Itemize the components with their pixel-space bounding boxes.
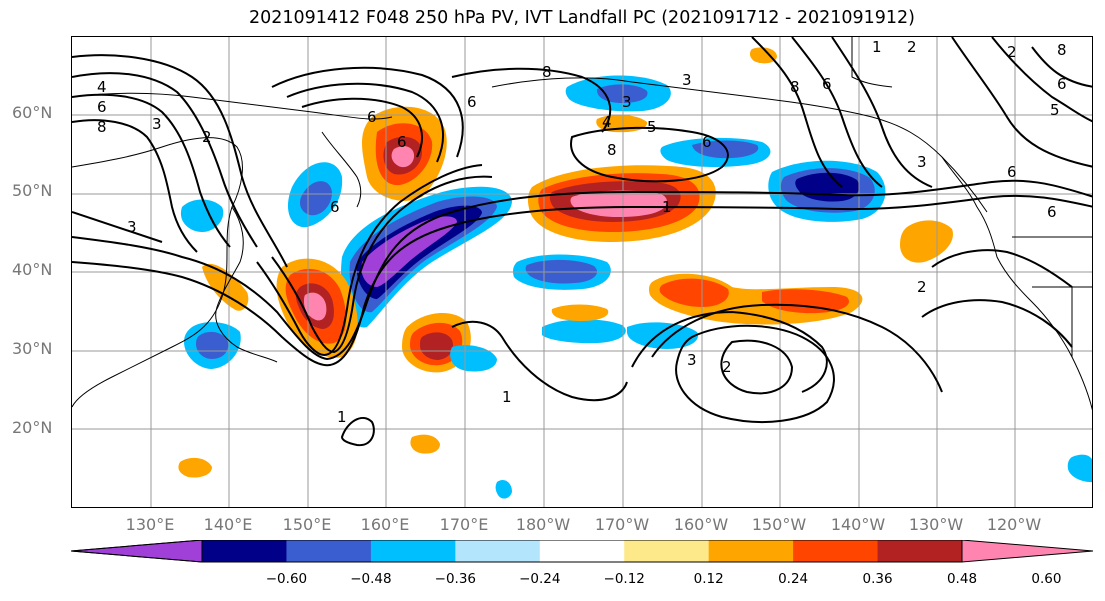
contour-label: 1 [872, 38, 882, 56]
lon-label-130w: 130°W [908, 515, 964, 534]
contour-label: 8 [790, 78, 800, 96]
colorbar-tick-label: −0.48 [350, 571, 392, 587]
colorbar-segment [455, 540, 541, 562]
contour-label: 2 [1007, 43, 1017, 61]
contour-label: 2 [722, 358, 732, 376]
colorbar-outline-left [71, 540, 203, 563]
colorbar-segment [202, 540, 287, 562]
colorbar-tick-label: −0.60 [265, 571, 308, 587]
contour-label: 4 [97, 78, 107, 96]
contour-label: 6 [1007, 163, 1017, 181]
contour-label: 5 [1050, 101, 1060, 119]
lat-label-60n: 60°N [12, 103, 53, 122]
contour-label: 6 [822, 75, 832, 93]
contour-label: 5 [647, 118, 657, 136]
colorbar-segment [793, 540, 879, 562]
colorbar-extend-low [71, 540, 203, 563]
contour-lines [72, 37, 1092, 447]
contour-label: 2 [917, 278, 927, 296]
colorbar-tick-label: 0.48 [946, 571, 978, 587]
contour-label: 3 [687, 351, 697, 369]
contour-label: 1 [337, 408, 347, 426]
lon-label-140w: 140°W [830, 515, 886, 534]
contour-label: 8 [1057, 41, 1067, 59]
contour-label: 3 [682, 71, 692, 89]
colorbar [71, 540, 1094, 563]
lat-label-50n: 50°N [12, 181, 53, 200]
colorbar-segment [624, 540, 710, 562]
contour-label: 6 [367, 108, 377, 126]
contour-label: 3 [127, 218, 137, 236]
contour-label: 3 [917, 153, 927, 171]
lon-label-180w: 180°W [515, 515, 571, 534]
chart-title: 2021091412 F048 250 hPa PV, IVT Landfall… [248, 8, 916, 28]
map-panel: 4 6 8 3 3 2 6 6 6 6 8 8 3 3 5 6 8 6 1 1 … [71, 36, 1093, 508]
coastlines [72, 37, 1092, 411]
lon-label-170w: 170°W [594, 515, 650, 534]
contour-labels: 4 6 8 3 3 2 6 6 6 6 8 8 3 3 5 6 8 6 1 1 … [97, 38, 1067, 426]
contour-label: 6 [702, 133, 712, 151]
lon-label-160w: 160°W [673, 515, 729, 534]
lon-label-150w: 150°W [751, 515, 807, 534]
colorbar-segment [539, 540, 625, 562]
lon-label-150e: 150°E [282, 515, 332, 534]
colorbar-segment [370, 540, 456, 562]
contour-label: 6 [1057, 75, 1067, 93]
contour-label: 2 [202, 128, 212, 146]
colorbar-tick-label: −0.12 [603, 571, 645, 587]
colorbar-tick-label: −0.36 [434, 571, 477, 587]
contour-label: 1 [662, 198, 672, 216]
colorbar-tick-label: 0.36 [862, 571, 893, 587]
colorbar-extend-high [961, 540, 1094, 563]
colorbar-tick-label: −0.24 [519, 571, 561, 587]
contour-label: 6 [1047, 203, 1057, 221]
contour-label: 3 [622, 93, 632, 111]
colorbar-segment [877, 540, 963, 562]
lon-label-120w: 120°W [986, 515, 1042, 534]
colorbar-segment [286, 540, 372, 562]
contour-label: 8 [97, 118, 107, 136]
colorbar-tick-label: 0.12 [693, 571, 724, 587]
grid-lines [72, 37, 1092, 507]
colorbar-segments [71, 540, 1094, 563]
lon-label-170e: 170°E [439, 515, 489, 534]
colorbar-tick-label: 0.24 [778, 571, 809, 587]
contour-label: 6 [467, 93, 477, 111]
lon-label-130e: 130°E [125, 515, 175, 534]
colorbar-tick-label: 0.60 [1031, 571, 1062, 587]
contour-label: 8 [607, 141, 617, 159]
colorbar-segment [708, 540, 794, 562]
lon-label-140e: 140°E [203, 515, 253, 534]
contour-label: 1 [502, 388, 512, 406]
map-canvas: 4 6 8 3 3 2 6 6 6 6 8 8 3 3 5 6 8 6 1 1 … [72, 37, 1092, 507]
contour-label: 6 [330, 198, 340, 216]
contour-label: 8 [542, 63, 552, 81]
lon-label-160e: 160°E [360, 515, 410, 534]
lat-label-30n: 30°N [12, 339, 53, 358]
contour-label: 2 [907, 38, 917, 56]
contour-label: 4 [602, 113, 612, 131]
contour-label: 3 [152, 115, 162, 133]
lat-label-20n: 20°N [12, 418, 53, 437]
lat-label-40n: 40°N [12, 260, 53, 279]
contour-label: 6 [397, 133, 407, 151]
contour-label: 6 [97, 98, 107, 116]
